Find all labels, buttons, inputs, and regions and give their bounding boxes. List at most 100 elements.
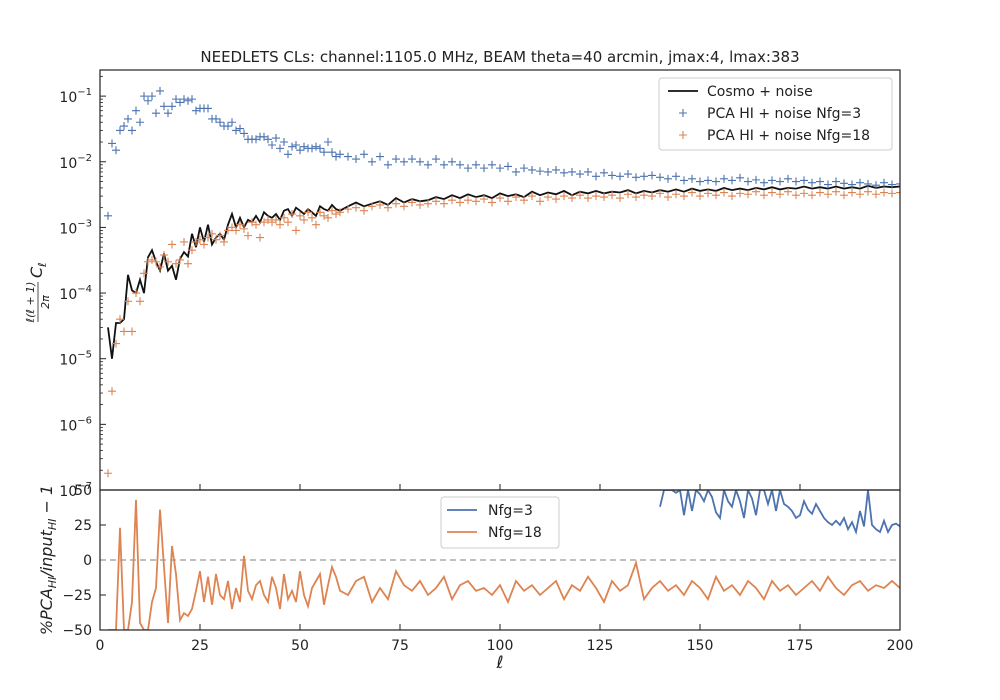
- data-point-nfg3: [320, 148, 328, 157]
- data-point-nfg3: [792, 177, 800, 186]
- data-point-nfg18: [312, 220, 320, 229]
- data-point-nfg3: [300, 142, 308, 151]
- top-ytick-label: 10−5: [59, 350, 92, 369]
- data-point-nfg3: [448, 157, 456, 166]
- data-point-nfg3: [204, 104, 212, 113]
- data-point-nfg3: [224, 122, 232, 131]
- legend-entry-label: Nfg=3: [488, 503, 533, 519]
- data-point-nfg18: [128, 327, 136, 336]
- data-point-nfg3: [432, 155, 440, 164]
- data-point-nfg3: [696, 177, 704, 186]
- data-point-nfg18: [400, 202, 408, 211]
- data-point-nfg3: [856, 178, 864, 187]
- data-point-nfg3: [608, 171, 616, 180]
- data-point-nfg3: [268, 141, 276, 150]
- data-point-nfg3: [108, 139, 116, 148]
- data-point-nfg3: [656, 173, 664, 182]
- data-point-nfg3: [360, 150, 368, 159]
- data-point-nfg18: [864, 187, 872, 196]
- data-point-nfg3: [880, 178, 888, 187]
- data-point-nfg3: [176, 98, 184, 107]
- data-point-nfg18: [132, 289, 140, 298]
- ylabel-fraction-numerator: ℓ(ℓ + 1): [24, 282, 37, 324]
- data-point-nfg18: [776, 190, 784, 199]
- legend-entry-label: PCA HI + noise Nfg=3: [707, 106, 861, 122]
- data-point-nfg3: [520, 164, 528, 173]
- data-point-nfg18: [336, 208, 344, 217]
- data-point-nfg3: [116, 126, 124, 135]
- data-point-nfg3: [168, 102, 176, 111]
- top-ytick-label: 10−4: [59, 284, 92, 303]
- data-point-nfg3: [632, 173, 640, 182]
- data-point-nfg3: [680, 176, 688, 185]
- data-point-nfg3: [128, 126, 136, 135]
- ylabel-fraction-denominator: 2π: [39, 295, 52, 309]
- data-point-nfg18: [152, 257, 160, 266]
- data-point-nfg3: [776, 177, 784, 186]
- data-point-nfg3: [824, 180, 832, 189]
- data-point-nfg3: [584, 167, 592, 176]
- data-point-nfg3: [184, 96, 192, 105]
- data-point-nfg18: [124, 297, 132, 306]
- data-point-nfg3: [752, 175, 760, 184]
- data-point-nfg18: [480, 195, 488, 204]
- data-point-nfg18: [792, 191, 800, 200]
- data-point-nfg18: [116, 315, 124, 324]
- data-point-nfg18: [720, 188, 728, 197]
- data-point-nfg18: [888, 189, 896, 198]
- data-point-nfg18: [488, 198, 496, 207]
- data-point-nfg3: [352, 155, 360, 164]
- data-point-nfg18: [256, 233, 264, 242]
- data-point-nfg3: [568, 167, 576, 176]
- data-point-nfg18: [672, 190, 680, 199]
- data-point-nfg3: [504, 162, 512, 171]
- data-point-nfg18: [632, 193, 640, 202]
- bottom-ytick-label: 25: [74, 518, 92, 534]
- data-point-nfg18: [496, 194, 504, 203]
- data-point-nfg3: [156, 86, 164, 95]
- data-point-nfg18: [824, 190, 832, 199]
- x-axis-label: ℓ: [495, 653, 503, 673]
- data-point-nfg18: [368, 202, 376, 211]
- ylabel-symbol: C: [27, 266, 46, 278]
- data-point-nfg18: [464, 196, 472, 205]
- data-point-nfg3: [160, 102, 168, 111]
- data-point-nfg18: [240, 224, 248, 233]
- data-point-nfg3: [312, 142, 320, 151]
- data-point-nfg18: [520, 196, 528, 205]
- data-point-nfg18: [816, 188, 824, 197]
- data-point-nfg3: [616, 172, 624, 181]
- legend-entry-label: Nfg=18: [488, 525, 542, 541]
- data-point-nfg3: [112, 146, 120, 155]
- data-point-nfg18: [200, 240, 208, 249]
- data-point-nfg18: [252, 220, 260, 229]
- data-point-nfg18: [148, 255, 156, 264]
- top-ytick-label: 10−6: [59, 415, 92, 434]
- data-point-nfg3: [284, 150, 292, 159]
- data-point-nfg3: [132, 106, 140, 115]
- data-point-nfg3: [488, 160, 496, 169]
- chart-title: NEEDLETS CLs: channel:1105.0 MHz, BEAM t…: [200, 48, 799, 66]
- data-point-nfg3: [276, 144, 284, 153]
- data-point-nfg3: [440, 160, 448, 169]
- data-point-nfg18: [504, 197, 512, 206]
- data-point-nfg3: [308, 144, 316, 153]
- data-point-nfg3: [896, 179, 900, 188]
- data-point-nfg18: [144, 257, 152, 266]
- data-point-nfg18: [696, 192, 704, 201]
- ylabel-subscript: ℓ: [36, 262, 49, 268]
- data-point-nfg3: [280, 138, 288, 147]
- data-point-nfg18: [188, 246, 196, 255]
- data-point-nfg18: [112, 339, 120, 348]
- data-point-nfg18: [272, 215, 280, 224]
- data-point-nfg3: [744, 177, 752, 186]
- legend-marker-swatch: [679, 109, 687, 117]
- data-point-nfg3: [624, 170, 632, 179]
- data-point-nfg3: [800, 176, 808, 185]
- data-point-nfg18: [216, 231, 224, 240]
- data-point-nfg18: [784, 187, 792, 196]
- data-point-nfg18: [316, 208, 324, 217]
- data-point-nfg18: [140, 269, 148, 278]
